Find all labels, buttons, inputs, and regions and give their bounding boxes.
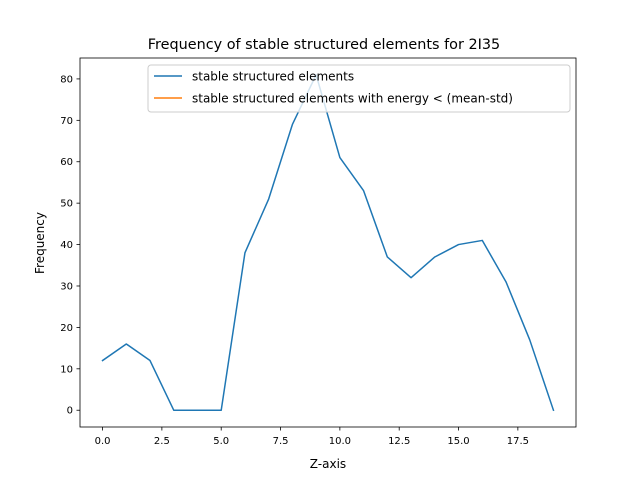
legend: stable structured elements stable structu… <box>147 64 571 113</box>
y-tick-label: 30 <box>60 281 73 292</box>
chart-title: Frequency of stable structured elements … <box>148 37 500 53</box>
y-tick-label: 80 <box>60 74 73 85</box>
x-tick-label: 15.0 <box>447 436 469 447</box>
y-tick-label: 0 <box>67 406 73 417</box>
x-tick-label: 5.0 <box>213 436 229 447</box>
x-axis-ticks: 0.0 2.5 5.0 7.5 10.0 12.5 15.0 17.5 <box>95 427 529 447</box>
y-tick-label: 60 <box>60 157 73 168</box>
plot-area <box>101 74 555 412</box>
y-tick-label: 40 <box>60 240 73 251</box>
y-tick-label: 20 <box>60 323 73 334</box>
axes-frame <box>79 57 577 428</box>
legend-label-1: stable structured elements with energy <… <box>192 92 513 106</box>
legend-label-0: stable structured elements <box>192 70 354 84</box>
x-tick-label: 17.5 <box>507 436 529 447</box>
series-line-0 <box>101 74 555 412</box>
legend-box <box>147 64 571 113</box>
y-axis-ticks: 0 10 20 30 40 50 60 70 80 <box>60 74 80 417</box>
x-tick-label: 12.5 <box>388 436 410 447</box>
y-tick-label: 70 <box>60 116 73 127</box>
x-tick-label: 0.0 <box>95 436 111 447</box>
y-tick-label: 50 <box>60 199 73 210</box>
x-tick-label: 10.0 <box>329 436 351 447</box>
y-tick-label: 10 <box>60 364 73 375</box>
y-axis-label: Frequency <box>33 212 47 274</box>
x-tick-label: 2.5 <box>154 436 170 447</box>
x-axis-label: Z-axis <box>310 457 346 471</box>
x-tick-label: 7.5 <box>273 436 289 447</box>
